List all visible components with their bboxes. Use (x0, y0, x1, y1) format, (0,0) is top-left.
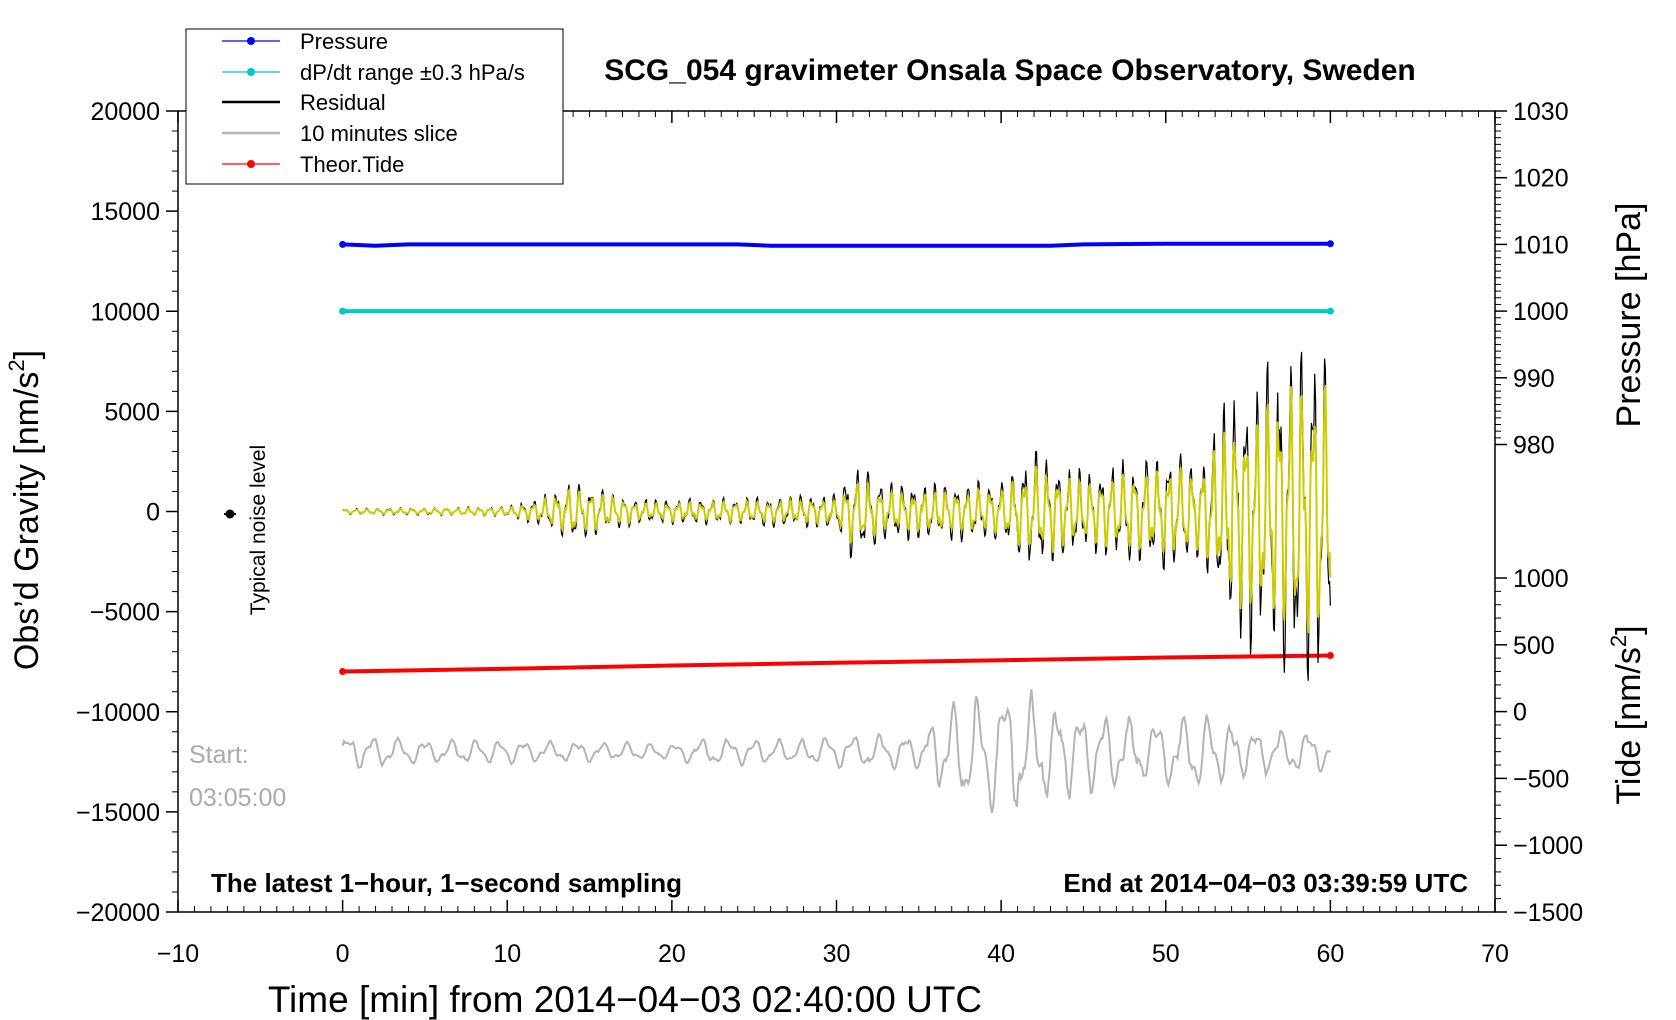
pressure-tick-label: 1020 (1513, 165, 1569, 193)
x-tick-label: −10 (157, 940, 199, 968)
x-tick-label: 40 (987, 940, 1015, 968)
y-tick-label: −15000 (76, 799, 160, 827)
legend-box (185, 28, 564, 185)
pressure-tick-label: 1010 (1513, 231, 1569, 259)
tide-tick-label: 500 (1513, 632, 1555, 660)
y-tick-label: −5000 (90, 599, 160, 627)
start-label: Start: (189, 741, 249, 769)
x-tick-label: 70 (1481, 940, 1509, 968)
legend-swatch-marker (247, 68, 255, 76)
tide-tick-label: −1000 (1513, 832, 1583, 860)
x-tick-label: 0 (336, 940, 350, 968)
pressure-tick-label: 1030 (1513, 98, 1569, 126)
pressure-line (342, 241, 1331, 248)
start-time: 03:05:00 (189, 784, 286, 812)
pressure-tick-label: 980 (1513, 432, 1555, 460)
tide-end-point (1326, 651, 1334, 659)
chart-title: SCG_054 gravimeter Onsala Space Observat… (604, 54, 1416, 87)
x-tick-label: 30 (823, 940, 851, 968)
y-tick-label: 5000 (104, 398, 160, 426)
tide-tick-label: 1000 (1513, 565, 1569, 593)
y-axis-label-tide: Tide [nm/s2] (1606, 625, 1648, 804)
series-start-point (339, 307, 347, 315)
legend-label: Residual (300, 90, 386, 115)
legend-label: Pressure (300, 29, 388, 54)
x-tick-label: 60 (1316, 940, 1344, 968)
tide-line (342, 653, 1331, 674)
y-tick-label: −20000 (76, 899, 160, 927)
pressure-tick-label: 1000 (1513, 298, 1569, 326)
legend-label: Theor.Tide (300, 152, 404, 177)
tide-tick-label: −500 (1513, 765, 1569, 793)
legend-label: dP/dt range ±0.3 hPa/s (300, 60, 525, 85)
legend-label: 10 minutes slice (300, 121, 458, 146)
series-end-point (1326, 240, 1334, 248)
x-tick-label: 20 (658, 940, 686, 968)
series (339, 240, 1334, 813)
y-tick-label: 15000 (90, 198, 160, 226)
legend-swatch-marker (247, 160, 255, 168)
noise-level-label: Typical noise level (247, 445, 270, 615)
tide-tick-label: 0 (1513, 699, 1527, 727)
sampling-note: The latest 1−hour, 1−second sampling (211, 868, 682, 898)
tide-tick-label: −1500 (1513, 899, 1583, 927)
legend-swatch-marker (247, 37, 255, 45)
y-tick-label: 10000 (90, 298, 160, 326)
x-tick-label: 50 (1152, 940, 1180, 968)
y-tick-label: 0 (146, 499, 160, 527)
end-time-note: End at 2014−04−03 03:39:59 UTC (1063, 868, 1468, 898)
pressure-tick-label: 990 (1513, 365, 1555, 393)
series-end-point (1326, 307, 1334, 315)
legend: Pressure dP/dt range ±0.3 hPa/s Residual 10… (222, 29, 525, 177)
y-axis-label-gravity: Obs’d Gravity [nm/s2] (4, 350, 46, 670)
tide-start-point (339, 668, 347, 676)
y-tick-label: 20000 (90, 98, 160, 126)
ten-minute-slice-line (341, 689, 1332, 813)
x-axis-label: Time [min] from 2014−04−03 02:40:00 UTC (268, 979, 982, 1020)
x-tick-label: 10 (493, 940, 521, 968)
series-start-point (339, 240, 347, 248)
filtered-line (341, 384, 1332, 634)
ticks: −10 0 10 20 30 40 50 60 7020000150001000050000−5… (76, 98, 1583, 968)
y-axis-label-pressure: Pressure [hPa] (1610, 203, 1648, 428)
y-tick-label: −10000 (76, 699, 160, 727)
